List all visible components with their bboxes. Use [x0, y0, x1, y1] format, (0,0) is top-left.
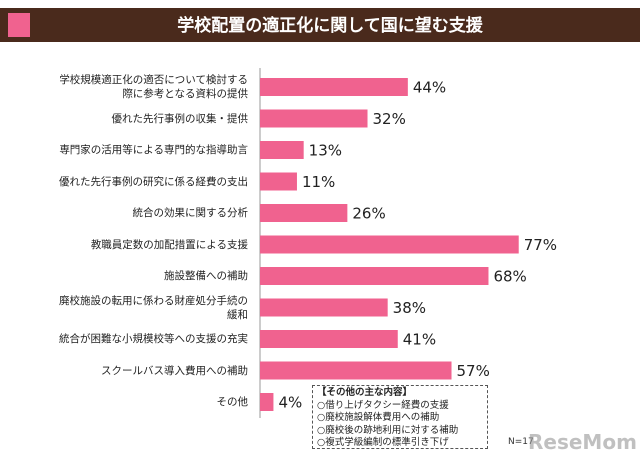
value-label: 4% — [278, 394, 302, 412]
category-label: 専門家の活用等による専門的な指導助言 — [59, 144, 248, 156]
value-label: 57% — [457, 362, 490, 380]
note-item: ○複式学級編制の標準引き下げ — [317, 437, 449, 448]
note-item: ○借り上げタクシー経費の支援 — [317, 399, 449, 411]
note-box: 【その他の主な内容】 ○借り上げタクシー経費の支援 ○廃校施設解体費用への補助 ○廃… — [312, 385, 488, 449]
value-label: 32% — [373, 110, 406, 128]
note-item: ○廃校施設解体費用への補助 — [317, 412, 440, 423]
value-label: 68% — [493, 268, 526, 286]
category-label: スクールバス導入費用への補助 — [101, 364, 248, 377]
value-label: 44% — [413, 79, 446, 97]
value-label: 26% — [352, 205, 385, 223]
bar — [260, 78, 408, 96]
bar — [260, 109, 368, 128]
category-label: 施設整備への補助 — [164, 270, 248, 282]
value-label: 77% — [524, 236, 557, 254]
title-marker — [8, 13, 30, 37]
bar — [260, 141, 304, 159]
bar — [260, 235, 519, 254]
category-label: 統合が困難な小規模校等への支援の充実 — [59, 333, 248, 345]
chart-title: 学校配置の適正化に関して国に望む支援 — [177, 15, 483, 36]
category-label: 優れた先行事例の研究に係る経費の支出 — [59, 175, 248, 188]
category-label: 優れた先行事例の収集・提供 — [111, 112, 249, 125]
note-item: ○廃校後の跡地利用に対する補助 — [317, 424, 459, 436]
value-label: 13% — [309, 142, 342, 160]
bar — [260, 361, 452, 380]
category-label: その他 — [216, 396, 249, 408]
bar — [260, 393, 274, 411]
sample-size: N=17 — [508, 437, 534, 447]
value-label: 38% — [393, 299, 426, 317]
value-label: 11% — [302, 173, 335, 191]
bar — [260, 204, 348, 222]
bar — [260, 172, 297, 191]
bar — [260, 298, 388, 317]
title-bar — [0, 8, 640, 42]
category-label: 学校規模適正化の適否について検討する 際に参考となる資料の提供 — [59, 74, 248, 100]
category-label: 廃校施設の転用に係わる財産処分手続の 緩和 — [59, 294, 248, 321]
value-label: 41% — [403, 331, 436, 349]
category-label: 教職員定数の加配措置による支援 — [90, 238, 248, 251]
note-title: 【その他の主な内容】 — [317, 387, 413, 398]
category-label: 統合の効果に関する分析 — [132, 207, 249, 219]
bar — [260, 267, 489, 285]
bar — [260, 330, 398, 348]
watermark: ReseMom — [528, 430, 637, 454]
